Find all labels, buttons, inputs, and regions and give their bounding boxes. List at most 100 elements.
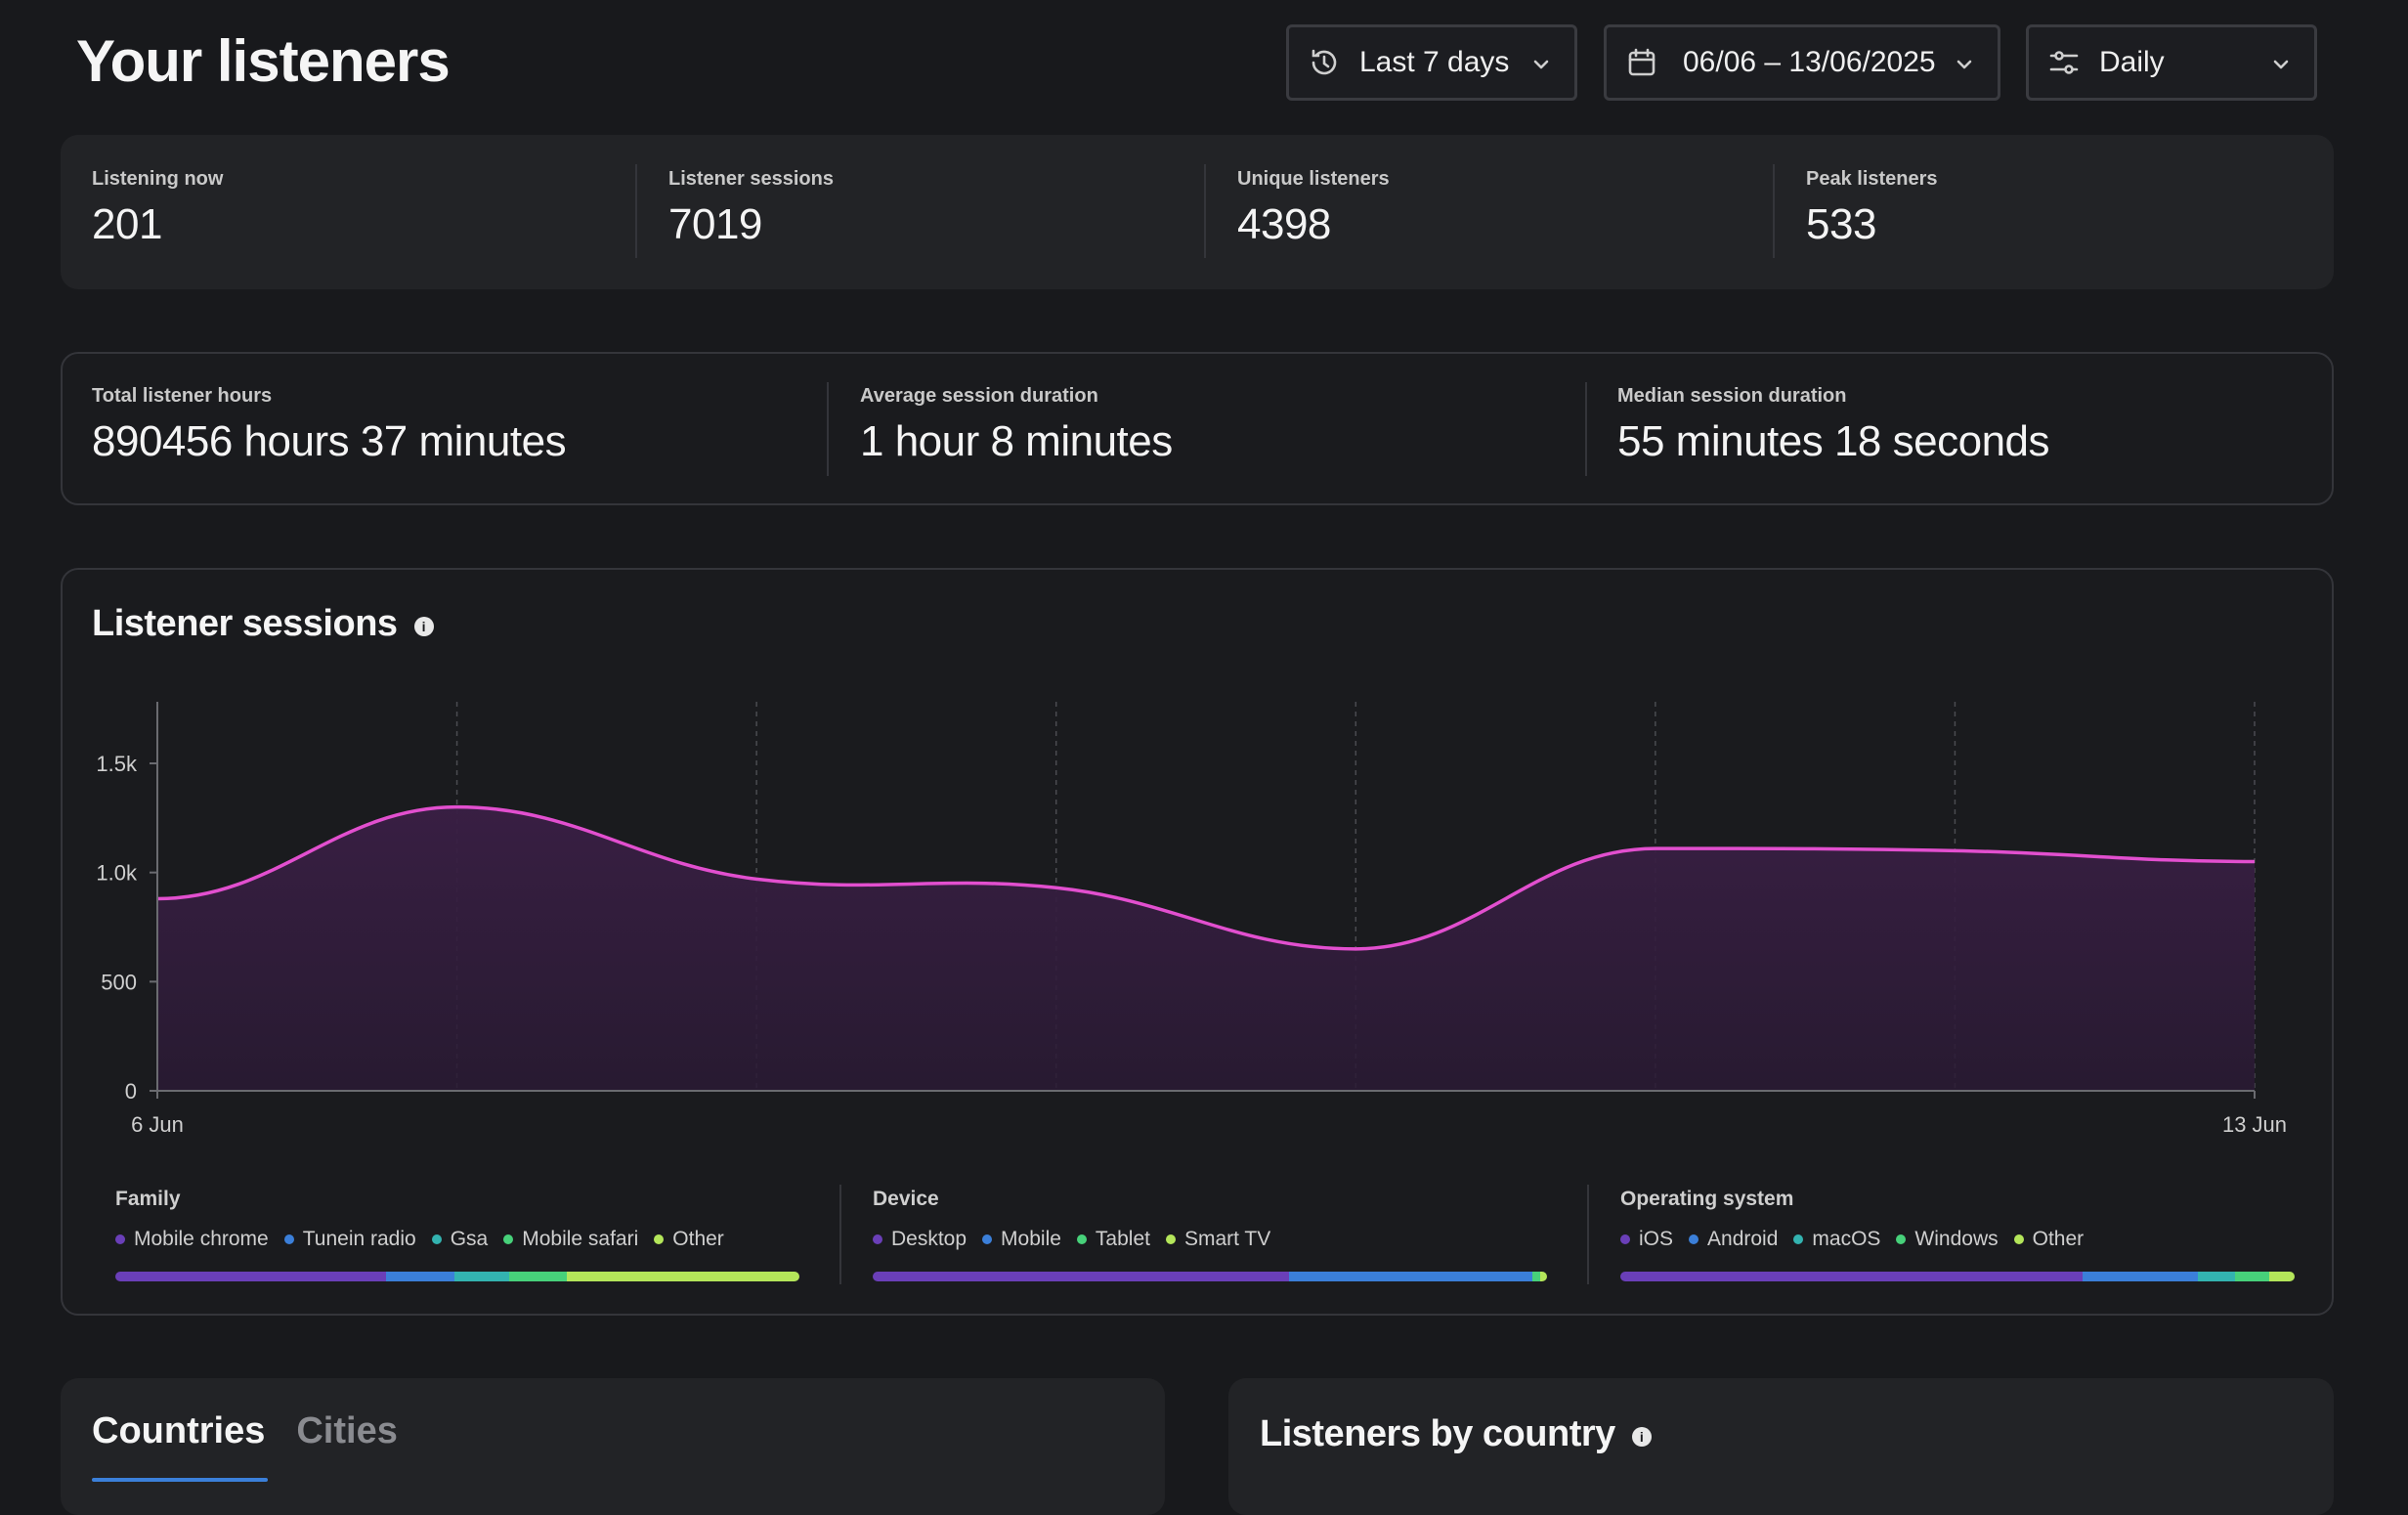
live-stats-card [61, 135, 2334, 289]
legend-dot-icon [654, 1234, 665, 1244]
sessions-area [157, 806, 2255, 1091]
divider [827, 382, 829, 476]
share-segment[interactable] [2083, 1272, 2198, 1281]
legend-label: macOS [1812, 1228, 1881, 1250]
os-legend: iOS Android macOS Windows Other [1620, 1228, 2295, 1251]
history-icon [1307, 45, 1342, 80]
listener-sessions-chart: 0 500 1.0k 1.5k 6 Jun 13 Jun [96, 702, 2287, 1137]
y-tick-label: 1.5k [96, 752, 138, 776]
info-icon[interactable]: i [413, 616, 434, 636]
sessions-line [156, 804, 2256, 951]
chevron-down-icon [1529, 51, 1553, 74]
share-segment[interactable] [385, 1272, 454, 1281]
legend-item: Gsa [431, 1228, 488, 1251]
share-segment[interactable] [567, 1272, 799, 1281]
share-segment[interactable] [1289, 1272, 1532, 1281]
share-segment[interactable] [1620, 1272, 2084, 1281]
legend-label: Other [672, 1228, 724, 1250]
legend-item: Other [2013, 1228, 2085, 1251]
share-segment[interactable] [873, 1272, 1290, 1281]
time-range-select[interactable]: Last 7 days [1286, 24, 1577, 101]
legend-item: iOS [1620, 1228, 1673, 1251]
share-segment[interactable] [1531, 1272, 1541, 1281]
legend-item: Other [654, 1228, 724, 1251]
os-breakdown: Operating system iOS Android macOS Windows O… [1620, 1188, 2295, 1281]
legend-dot-icon [1896, 1234, 1907, 1244]
share-segment[interactable] [453, 1272, 509, 1281]
divider [1204, 164, 1206, 258]
device-legend: Desktop Mobile Tablet Smart TV [873, 1228, 1547, 1251]
os-share-bar [1620, 1272, 2295, 1281]
legend-item: Mobile safari [503, 1228, 638, 1251]
device-share-bar [873, 1272, 1547, 1281]
divider [1587, 1185, 1589, 1284]
calendar-icon [1624, 45, 1659, 80]
legend-label: Mobile [1001, 1228, 1061, 1250]
legend-item: macOS [1793, 1228, 1880, 1251]
legend-label: Mobile safari [522, 1228, 639, 1250]
stat-listener-sessions: Listener sessions 7019 [668, 168, 834, 248]
geo-tabs: Countries Cities [92, 1410, 398, 1452]
share-segment[interactable] [2234, 1272, 2270, 1281]
legend-label: Other [2032, 1228, 2085, 1250]
share-segment[interactable] [115, 1272, 386, 1281]
legend-item: Tablet [1076, 1228, 1150, 1251]
legend-dot-icon [503, 1234, 514, 1244]
granularity-select[interactable]: Daily [2026, 24, 2317, 101]
legend-dot-icon [873, 1234, 882, 1244]
share-segment[interactable] [2269, 1272, 2295, 1281]
page-title: Your listeners [76, 28, 451, 94]
stat-peak-listeners: Peak listeners 533 [1806, 168, 1938, 248]
legend-label: iOS [1639, 1228, 1674, 1250]
share-segment[interactable] [508, 1272, 567, 1281]
tab-cities[interactable]: Cities [296, 1410, 398, 1451]
time-range-label: Last 7 days [1359, 46, 1510, 78]
legend-dot-icon [2013, 1234, 2024, 1244]
legend-label: Smart TV [1183, 1228, 1271, 1250]
stat-total-hours: Total listener hours 890456 hours 37 min… [92, 385, 567, 465]
legend-label: Android [1707, 1228, 1779, 1250]
legend-item: Smart TV [1165, 1228, 1271, 1251]
duration-stats-card [61, 352, 2334, 505]
legend-item: Desktop [873, 1228, 967, 1251]
date-range-label: 06/06 – 13/06/2025 [1683, 46, 1936, 78]
legend-label: Desktop [891, 1228, 968, 1250]
legend-item: Tunein radio [283, 1228, 416, 1251]
family-legend: Mobile chrome Tunein radio Gsa Mobile safar… [115, 1228, 799, 1251]
legend-dot-icon [1689, 1234, 1699, 1244]
tab-countries[interactable]: Countries [92, 1410, 266, 1451]
family-share-bar [115, 1272, 799, 1281]
family-breakdown: Family Mobile chrome Tunein radio Gsa Mobil… [115, 1188, 799, 1281]
info-icon[interactable]: i [1631, 1426, 1652, 1447]
chevron-down-icon [2269, 51, 2293, 74]
legend-item: Android [1689, 1228, 1778, 1251]
chevron-down-icon [1953, 51, 1976, 74]
stat-median-duration: Median session duration 55 minutes 18 se… [1617, 385, 2050, 465]
sliders-icon [2046, 45, 2082, 80]
legend-item: Mobile [982, 1228, 1061, 1251]
stat-average-duration: Average session duration 1 hour 8 minute… [860, 385, 1173, 465]
granularity-label: Daily [2099, 46, 2165, 78]
legend-dot-icon [1793, 1234, 1804, 1244]
legend-item: Windows [1896, 1228, 1999, 1251]
date-range-picker[interactable]: 06/06 – 13/06/2025 [1604, 24, 2000, 101]
share-segment[interactable] [2197, 1272, 2235, 1281]
stat-listening-now: Listening now 201 [92, 168, 224, 248]
legend-dot-icon [1076, 1234, 1087, 1244]
x-tick-label: 13 Jun [2222, 1112, 2287, 1137]
section-title: Listener sessions [92, 603, 398, 644]
legend-label: Tablet [1095, 1228, 1150, 1250]
legend-label: Tunein radio [302, 1228, 416, 1250]
legend-dot-icon [1165, 1234, 1176, 1244]
y-tick-label: 500 [101, 970, 137, 994]
legend-dot-icon [982, 1234, 993, 1244]
legend-dot-icon [283, 1234, 294, 1244]
share-segment[interactable] [1540, 1272, 1547, 1281]
section-title: Listeners by country [1260, 1413, 1615, 1454]
legend-label: Mobile chrome [134, 1228, 269, 1250]
x-tick-label: 6 Jun [131, 1112, 184, 1137]
y-tick-label: 0 [125, 1079, 137, 1104]
divider [839, 1185, 841, 1284]
legend-dot-icon [1620, 1234, 1630, 1244]
legend-dot-icon [431, 1234, 442, 1244]
